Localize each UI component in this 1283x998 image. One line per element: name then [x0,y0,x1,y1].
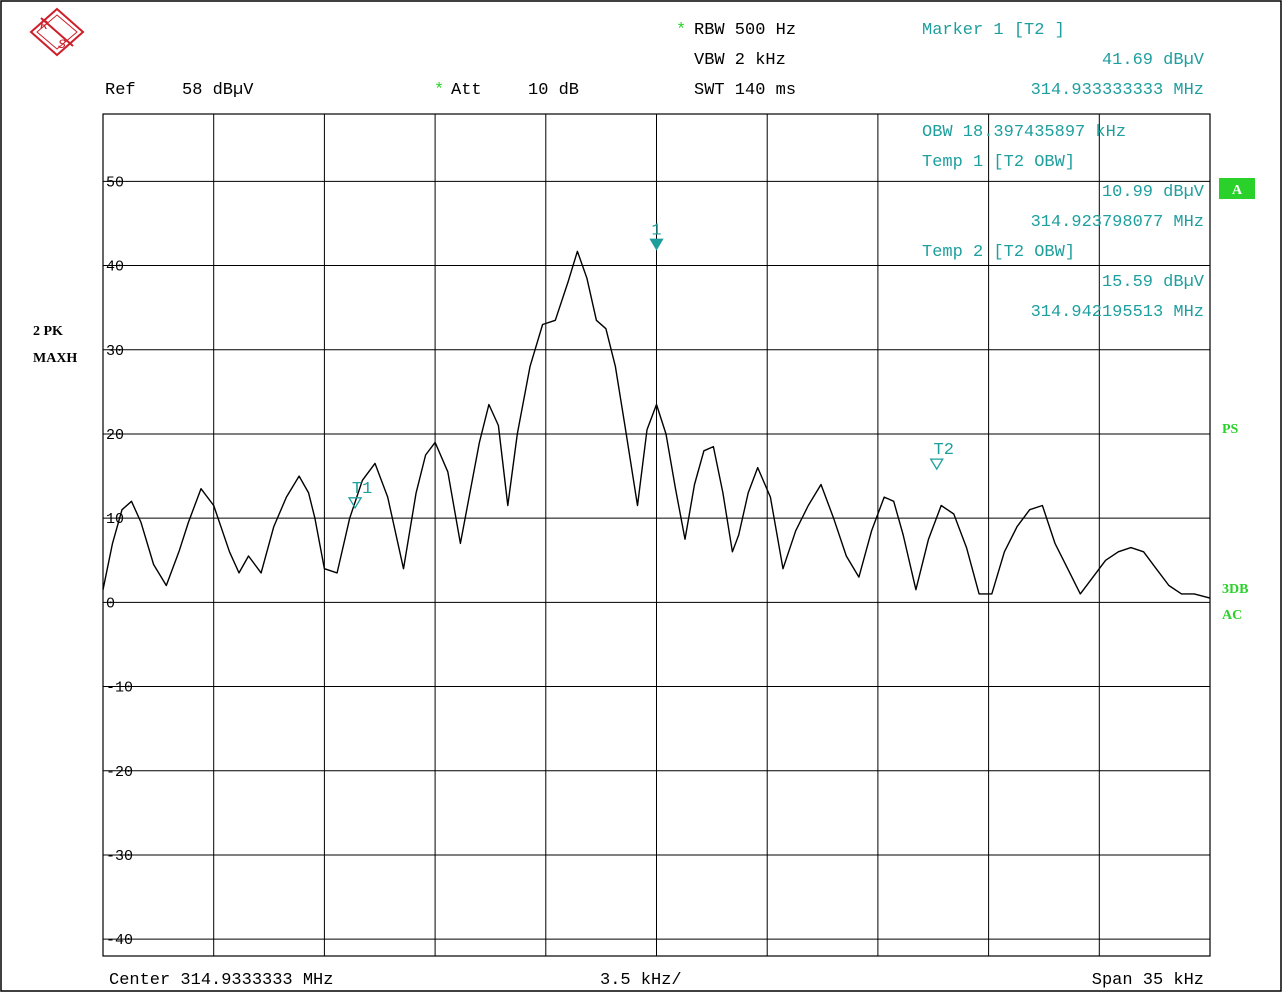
temp2-title: Temp 2 [T2 OBW] [922,243,1075,262]
ref-level-value: 58 dBµV [182,81,254,100]
span-value: Span 35 kHz [1092,971,1204,990]
y-tick-label: 10 [106,511,124,528]
marker-label-t1: T1 [352,480,372,499]
marker1-level: 41.69 dBµV [1102,51,1205,70]
att-star: * [434,81,444,100]
y-axis-ticks: 50 40 30 20 10 0 -10 -20 -30 -40 [106,174,133,949]
marker-symbol-1 [649,238,664,251]
temp1-title: Temp 1 [T2 OBW] [922,153,1075,172]
ps-indicator: PS [1222,422,1239,437]
temp1-level: 10.99 dBµV [1102,183,1205,202]
svg-text:R: R [40,18,48,33]
y-tick-label: -40 [106,932,133,949]
marker1-title: Marker 1 [T2 ] [922,21,1065,40]
svg-text:S: S [58,37,66,52]
markers: 1 T1 T2 [347,221,954,510]
rbw-setting: RBW 500 Hz [694,21,796,40]
marker-label-1: 1 [651,221,661,240]
att-value: 10 dB [528,81,579,100]
marker-symbol-t2 [929,458,944,471]
temp2-frequency: 314.942195513 MHz [1031,303,1204,322]
trace-a-badge [1219,178,1255,199]
temp2-level: 15.59 dBµV [1102,273,1205,292]
att-label: Att [451,81,482,100]
frequency-per-division: 3.5 kHz/ [600,971,682,990]
y-tick-label: 0 [106,595,115,612]
y-tick-label: 30 [106,343,124,360]
sweep-time-setting: SWT 140 ms [694,81,796,100]
temp1-frequency: 314.923798077 MHz [1031,213,1204,232]
trace-a-badge-label: A [1232,183,1243,198]
marker-symbol-t1 [347,497,363,510]
center-frequency: Center 314.9333333 MHz [109,971,333,990]
ac-indicator: AC [1222,608,1242,623]
y-tick-label: -20 [106,764,133,781]
rbw-star: * [676,21,686,40]
marker1-frequency: 314.933333333 MHz [1031,81,1204,100]
3db-indicator: 3DB [1222,582,1248,597]
y-tick-label: 40 [106,259,124,276]
marker-label-t2: T2 [934,441,954,460]
y-tick-label: 50 [106,174,124,191]
trace-mode-pk: 2 PK [33,324,63,339]
y-tick-label: -30 [106,848,133,865]
y-tick-label: -10 [106,680,133,697]
trace-mode-maxh: MAXH [33,351,77,366]
rs-logo-icon: R S [29,7,85,57]
plot-grid [102,113,1211,957]
spectrum-trace [102,250,1211,599]
ref-label: Ref [105,81,136,100]
vbw-setting: VBW 2 kHz [694,51,786,70]
y-tick-label: 20 [106,427,124,444]
obw-readout: OBW 18.397435897 kHz [922,123,1126,142]
